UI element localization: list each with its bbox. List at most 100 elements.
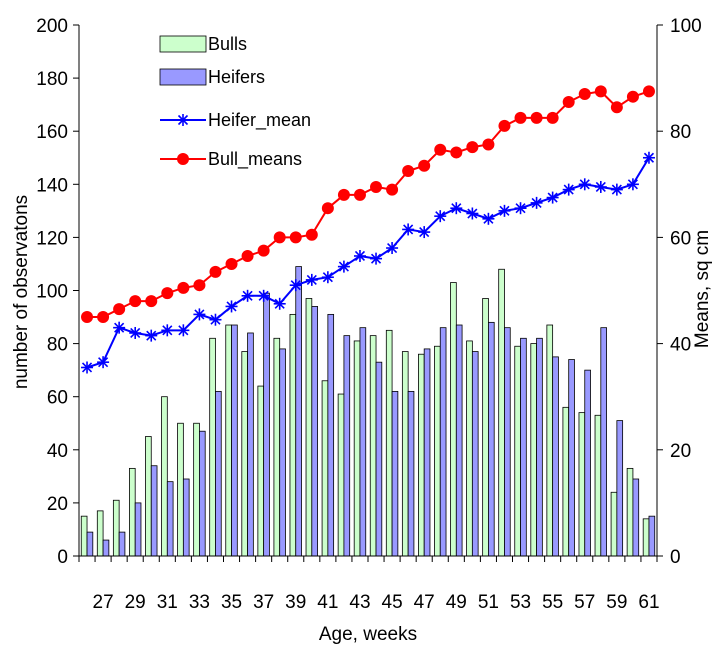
point-heifer_mean-40 (305, 273, 318, 286)
bar-heifers-58 (600, 327, 607, 557)
point-heifer_mean-47 (418, 226, 431, 239)
legend-label-bulls: Bulls (208, 34, 247, 54)
bar-heifers-48 (439, 327, 447, 557)
bar-bulls-43 (353, 340, 361, 557)
y-right-tick-label-20: 20 (670, 441, 691, 462)
legend: Bulls Heifers Heifer_mean Bull_means (159, 34, 311, 170)
point-bull_means-46 (402, 165, 415, 178)
bar-bulls-28 (112, 499, 120, 557)
y-left-tick-label-60: 60 (47, 388, 68, 409)
point-heifer_mean-48 (434, 210, 447, 223)
point-heifer_mean-45 (386, 242, 399, 255)
x-tick-label-51: 51 (478, 592, 499, 613)
bar-heifers-45 (391, 390, 399, 557)
bar-bulls-50 (466, 340, 473, 557)
y-right-tick-label-100: 100 (670, 16, 702, 37)
legend-marker-bull_means (177, 153, 189, 165)
bar-bulls-60 (626, 467, 634, 557)
bar-heifers-61 (648, 515, 656, 557)
point-heifer_mean-28 (113, 321, 126, 334)
point-heifer_mean-42 (337, 260, 350, 273)
legend-label-heifer_mean: Heifer_mean (208, 110, 311, 131)
bar-bulls-47 (418, 353, 425, 557)
legend-marker-heifer_mean (177, 114, 189, 126)
point-heifer_mean-39 (289, 279, 302, 292)
bar-heifers-42 (343, 335, 351, 557)
point-heifer_mean-58 (594, 180, 607, 193)
lines-layer (81, 85, 655, 374)
point-bull_means-54 (530, 111, 543, 124)
bar-heifers-55 (552, 356, 559, 557)
point-heifer_mean-44 (370, 252, 383, 265)
point-heifer_mean-61 (642, 151, 655, 164)
point-heifer_mean-46 (402, 223, 415, 236)
bar-bulls-33 (193, 422, 200, 557)
bar-heifers-26 (86, 531, 94, 557)
x-tick-label-43: 43 (349, 592, 370, 613)
bar-bulls-58 (594, 414, 602, 557)
point-heifer_mean-27 (97, 356, 110, 369)
legend-label-bull_means: Bull_means (208, 149, 302, 170)
point-bull_means-34 (209, 265, 222, 278)
bar-heifers-27 (102, 539, 110, 557)
y-right-tick-label-80: 80 (670, 122, 691, 143)
bar-bulls-55 (546, 324, 554, 557)
x-tick-label-39: 39 (285, 592, 306, 613)
point-bull_means-45 (386, 183, 399, 196)
point-bull_means-56 (562, 96, 575, 108)
point-heifer_mean-26 (81, 361, 94, 374)
x-tick-label-41: 41 (317, 592, 338, 613)
x-tick-label-45: 45 (382, 592, 403, 613)
bar-bulls-48 (434, 345, 441, 557)
bar-bulls-42 (337, 393, 345, 557)
y-left-tick-label-0: 0 (57, 547, 68, 568)
bar-bulls-59 (610, 491, 618, 557)
point-bull_means-32 (177, 281, 190, 294)
bar-heifers-32 (182, 478, 190, 557)
legend-swatch-bulls (159, 35, 207, 53)
x-tick-label-27: 27 (93, 592, 114, 613)
y-axis-right-title: Means, sq cm (692, 230, 713, 348)
point-bull_means-47 (418, 159, 431, 172)
point-bull_means-44 (370, 180, 383, 193)
y-left-tick-label-160: 160 (36, 122, 68, 143)
x-tick-label-53: 53 (510, 592, 531, 613)
point-bull_means-41 (321, 202, 334, 215)
point-heifer_mean-57 (578, 178, 591, 191)
line-bull_means (87, 90, 650, 319)
point-heifer_mean-43 (353, 249, 366, 262)
y-left-tick-label-180: 180 (36, 69, 68, 90)
bar-heifers-46 (407, 390, 415, 557)
point-bull_means-33 (193, 279, 206, 292)
y-left-tick-label-20: 20 (47, 494, 68, 515)
bar-bulls-38 (273, 337, 281, 557)
point-bull_means-55 (546, 111, 559, 124)
bar-heifers-54 (536, 337, 543, 557)
bar-heifers-41 (327, 313, 335, 557)
point-heifer_mean-55 (546, 191, 559, 204)
point-heifer_mean-29 (129, 326, 142, 339)
point-bull_means-60 (626, 90, 639, 103)
bar-heifers-29 (134, 502, 142, 557)
bar-heifers-59 (616, 420, 624, 557)
bar-heifers-35 (231, 324, 238, 557)
legend-label-heifers: Heifers (208, 67, 265, 87)
y-right-tick-label-0: 0 (670, 547, 681, 568)
bar-bulls-40 (305, 298, 313, 557)
bar-heifers-60 (632, 478, 640, 557)
y-left-tick-label-120: 120 (36, 228, 68, 249)
bar-bulls-35 (225, 324, 232, 557)
bar-heifers-36 (247, 332, 254, 557)
point-bull_means-35 (225, 257, 238, 270)
x-tick-label-31: 31 (157, 592, 178, 613)
bar-heifers-38 (279, 348, 286, 557)
x-tick-label-35: 35 (221, 592, 242, 613)
point-bull_means-30 (145, 295, 158, 308)
bar-bulls-51 (482, 298, 489, 557)
bar-heifers-57 (584, 369, 591, 557)
bar-heifers-31 (166, 481, 174, 557)
bar-bulls-32 (177, 422, 184, 557)
bar-heifers-49 (455, 324, 463, 557)
point-heifer_mean-53 (514, 202, 527, 215)
bar-heifers-47 (423, 348, 431, 557)
